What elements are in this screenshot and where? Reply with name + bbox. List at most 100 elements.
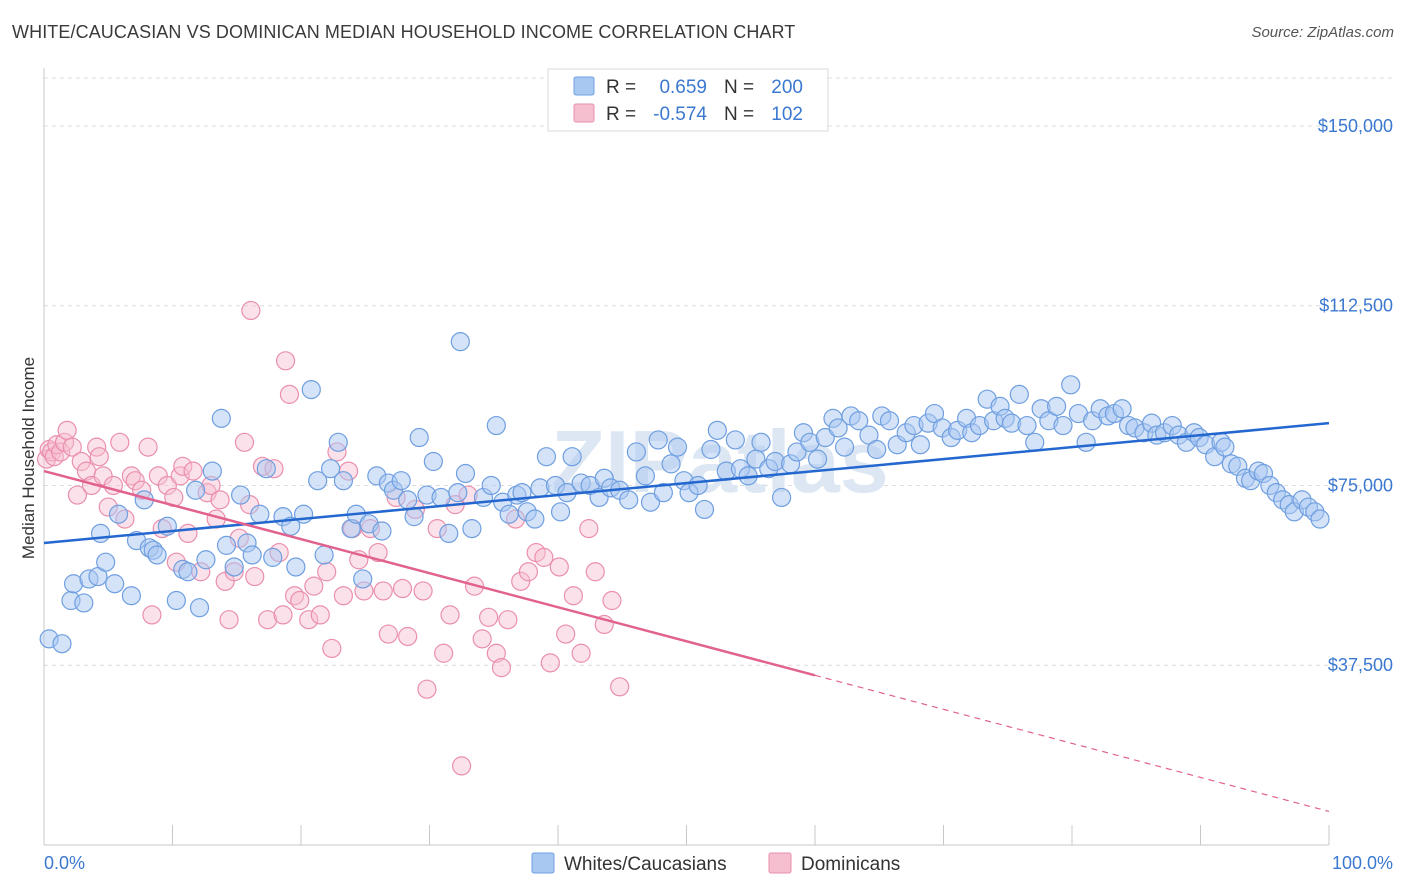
whites-point bbox=[807, 449, 828, 469]
dominicans-point bbox=[142, 605, 162, 625]
y-tick-label: $37,500 bbox=[1328, 655, 1393, 675]
whites-point bbox=[224, 557, 244, 577]
dominicans-trend-line-extension bbox=[814, 674, 1330, 813]
dominicans-point bbox=[310, 605, 330, 625]
whites-point bbox=[815, 427, 835, 448]
dominicans-point bbox=[62, 437, 82, 457]
dominicans-point bbox=[498, 610, 518, 630]
dominicans-point bbox=[275, 351, 296, 371]
dominicans-point bbox=[452, 756, 472, 776]
stats-r-label-pink: R = bbox=[606, 104, 636, 125]
whites-point bbox=[74, 593, 94, 613]
whites-point bbox=[481, 475, 501, 496]
whites-point bbox=[166, 590, 186, 611]
dominicans-point bbox=[138, 437, 158, 457]
dominicans-point bbox=[579, 519, 599, 539]
x-tick-labels: 0.0% 100.0% bbox=[44, 853, 1393, 873]
whites-point bbox=[211, 408, 231, 428]
whites-point bbox=[1009, 384, 1029, 404]
dominicans-point bbox=[273, 605, 293, 625]
x-tick-label: 0.0% bbox=[44, 853, 85, 873]
dominicans-point bbox=[534, 547, 554, 567]
whites-point bbox=[189, 598, 210, 618]
dominicans-point bbox=[491, 658, 512, 678]
whites-point bbox=[626, 442, 646, 462]
whites-point bbox=[186, 480, 206, 500]
dominicans-point bbox=[585, 562, 605, 582]
dominicans-point bbox=[51, 442, 71, 462]
whites-point bbox=[619, 490, 639, 510]
dominicans-point bbox=[279, 384, 300, 404]
whites-point bbox=[108, 504, 129, 524]
dominicans-point bbox=[368, 542, 388, 563]
dominicans-point bbox=[71, 451, 91, 472]
whites-point bbox=[216, 535, 237, 555]
dominicans-point bbox=[518, 562, 539, 582]
whites-point bbox=[455, 463, 476, 484]
dominicans-point bbox=[434, 643, 454, 663]
legend-swatch-dominicans bbox=[768, 852, 792, 874]
whites-point bbox=[499, 504, 519, 524]
whites-point bbox=[353, 569, 373, 589]
dominicans-point bbox=[125, 471, 145, 491]
dominicans-point bbox=[486, 643, 506, 663]
dominicans-point bbox=[333, 586, 354, 606]
dominicans-point bbox=[373, 581, 393, 601]
whites-point bbox=[1215, 437, 1235, 457]
dominicans-point bbox=[89, 447, 109, 467]
whites-point bbox=[431, 487, 451, 508]
whites-point bbox=[879, 411, 900, 431]
whites-point bbox=[308, 471, 328, 491]
y-tick-labels: $37,500 $75,000 $112,500 $150,000 bbox=[1318, 116, 1393, 675]
dominicans-point bbox=[299, 610, 319, 630]
whites-point bbox=[147, 545, 167, 565]
whites-point bbox=[301, 379, 321, 400]
dominicans-point bbox=[257, 610, 278, 630]
dominicans-trend-line bbox=[43, 469, 816, 677]
stats-n-label-pink: N = bbox=[724, 104, 754, 125]
whites-point bbox=[701, 439, 721, 460]
whites-point bbox=[486, 415, 506, 436]
whites-point bbox=[834, 437, 855, 457]
whites-point bbox=[536, 447, 557, 467]
whites-point bbox=[242, 545, 262, 565]
whites-point bbox=[462, 519, 482, 539]
dominicans-point bbox=[304, 576, 324, 596]
whites-point bbox=[1046, 396, 1067, 416]
dominicans-point bbox=[290, 590, 310, 611]
dominicans-point bbox=[472, 629, 492, 649]
whites-point bbox=[96, 552, 116, 572]
y-axis-label: Median Household Income bbox=[19, 357, 38, 559]
whites-point bbox=[314, 545, 334, 565]
whites-point bbox=[404, 507, 424, 527]
dominicans-point bbox=[67, 485, 88, 505]
whites-point bbox=[1053, 415, 1073, 436]
dominicans-point bbox=[571, 643, 591, 663]
whites-point bbox=[90, 523, 111, 544]
dominicans-points bbox=[36, 300, 630, 776]
whites-point bbox=[263, 547, 283, 567]
x-tick-label: 100.0% bbox=[1332, 853, 1393, 873]
whites-point bbox=[231, 485, 251, 505]
whites-point bbox=[635, 466, 655, 486]
dominicans-point bbox=[157, 475, 177, 496]
dominicans-point bbox=[57, 420, 77, 440]
trend-lines bbox=[43, 421, 1330, 813]
whites-point bbox=[328, 432, 348, 452]
dominicans-point bbox=[234, 432, 255, 452]
dominicans-point bbox=[563, 586, 584, 606]
y-tick-label: $150,000 bbox=[1318, 116, 1393, 136]
legend-label-whites: Whites/Caucasians bbox=[564, 854, 727, 875]
whites-point bbox=[398, 490, 418, 510]
whites-point bbox=[525, 509, 545, 529]
whites-point bbox=[550, 502, 571, 522]
dominicans-point bbox=[110, 432, 130, 452]
whites-point bbox=[1025, 432, 1045, 452]
whites-point bbox=[448, 483, 468, 503]
legend-swatch-whites bbox=[531, 852, 555, 874]
stats-r-value-pink: -0.574 bbox=[653, 104, 707, 125]
stats-n-label-blue: N = bbox=[724, 77, 754, 98]
whites-point bbox=[202, 461, 222, 481]
whites-point bbox=[178, 562, 198, 582]
dominicans-point bbox=[398, 626, 418, 647]
